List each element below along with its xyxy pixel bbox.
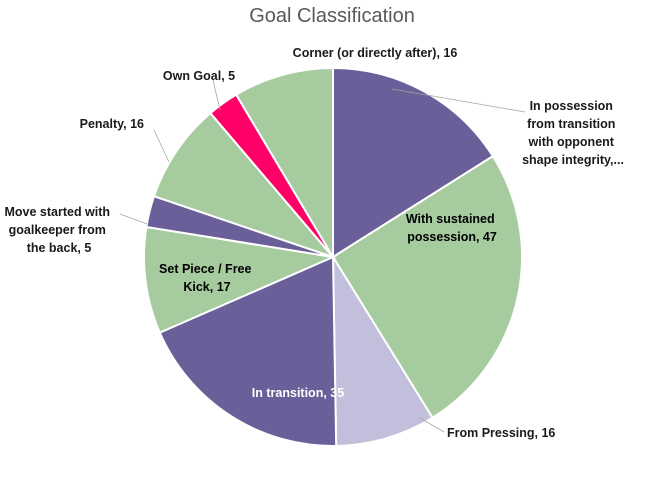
leader-line-pressing [419,417,445,433]
slice-in-transition [158,255,338,447]
label-corner: Corner (or directly after), 16 [293,46,458,60]
slice-set-piece [143,225,337,334]
leader-line-owngoal [212,79,221,111]
label-sustained-possession: With sustained possession, 47 [406,212,498,244]
chart-title: Goal Classification [249,5,415,27]
slice-penalty [152,111,337,260]
label-penalty: Penalty, 16 [80,117,144,131]
pie-slices [143,66,523,447]
slice-from-pressing [331,253,434,447]
label-poss-transition: In possession from transition with oppon… [522,99,624,167]
label-from-pressing: From Pressing, 16 [447,426,555,440]
label-set-piece: Set Piece / Free Kick, 17 [159,262,255,294]
label-own-goal: Own Goal, 5 [163,69,235,83]
leader-line-penalty [153,129,170,163]
label-goalkeeper: Move started with goalkeeper from the ba… [4,205,113,255]
leader-line-goalkeeper [119,213,148,225]
label-in-transition: In transition, 35 [252,386,344,400]
slice-sustained-possession [331,154,523,420]
leader-line-poss-transition [391,88,526,113]
slice-corner [234,66,334,261]
slice-poss-transition [332,66,495,259]
